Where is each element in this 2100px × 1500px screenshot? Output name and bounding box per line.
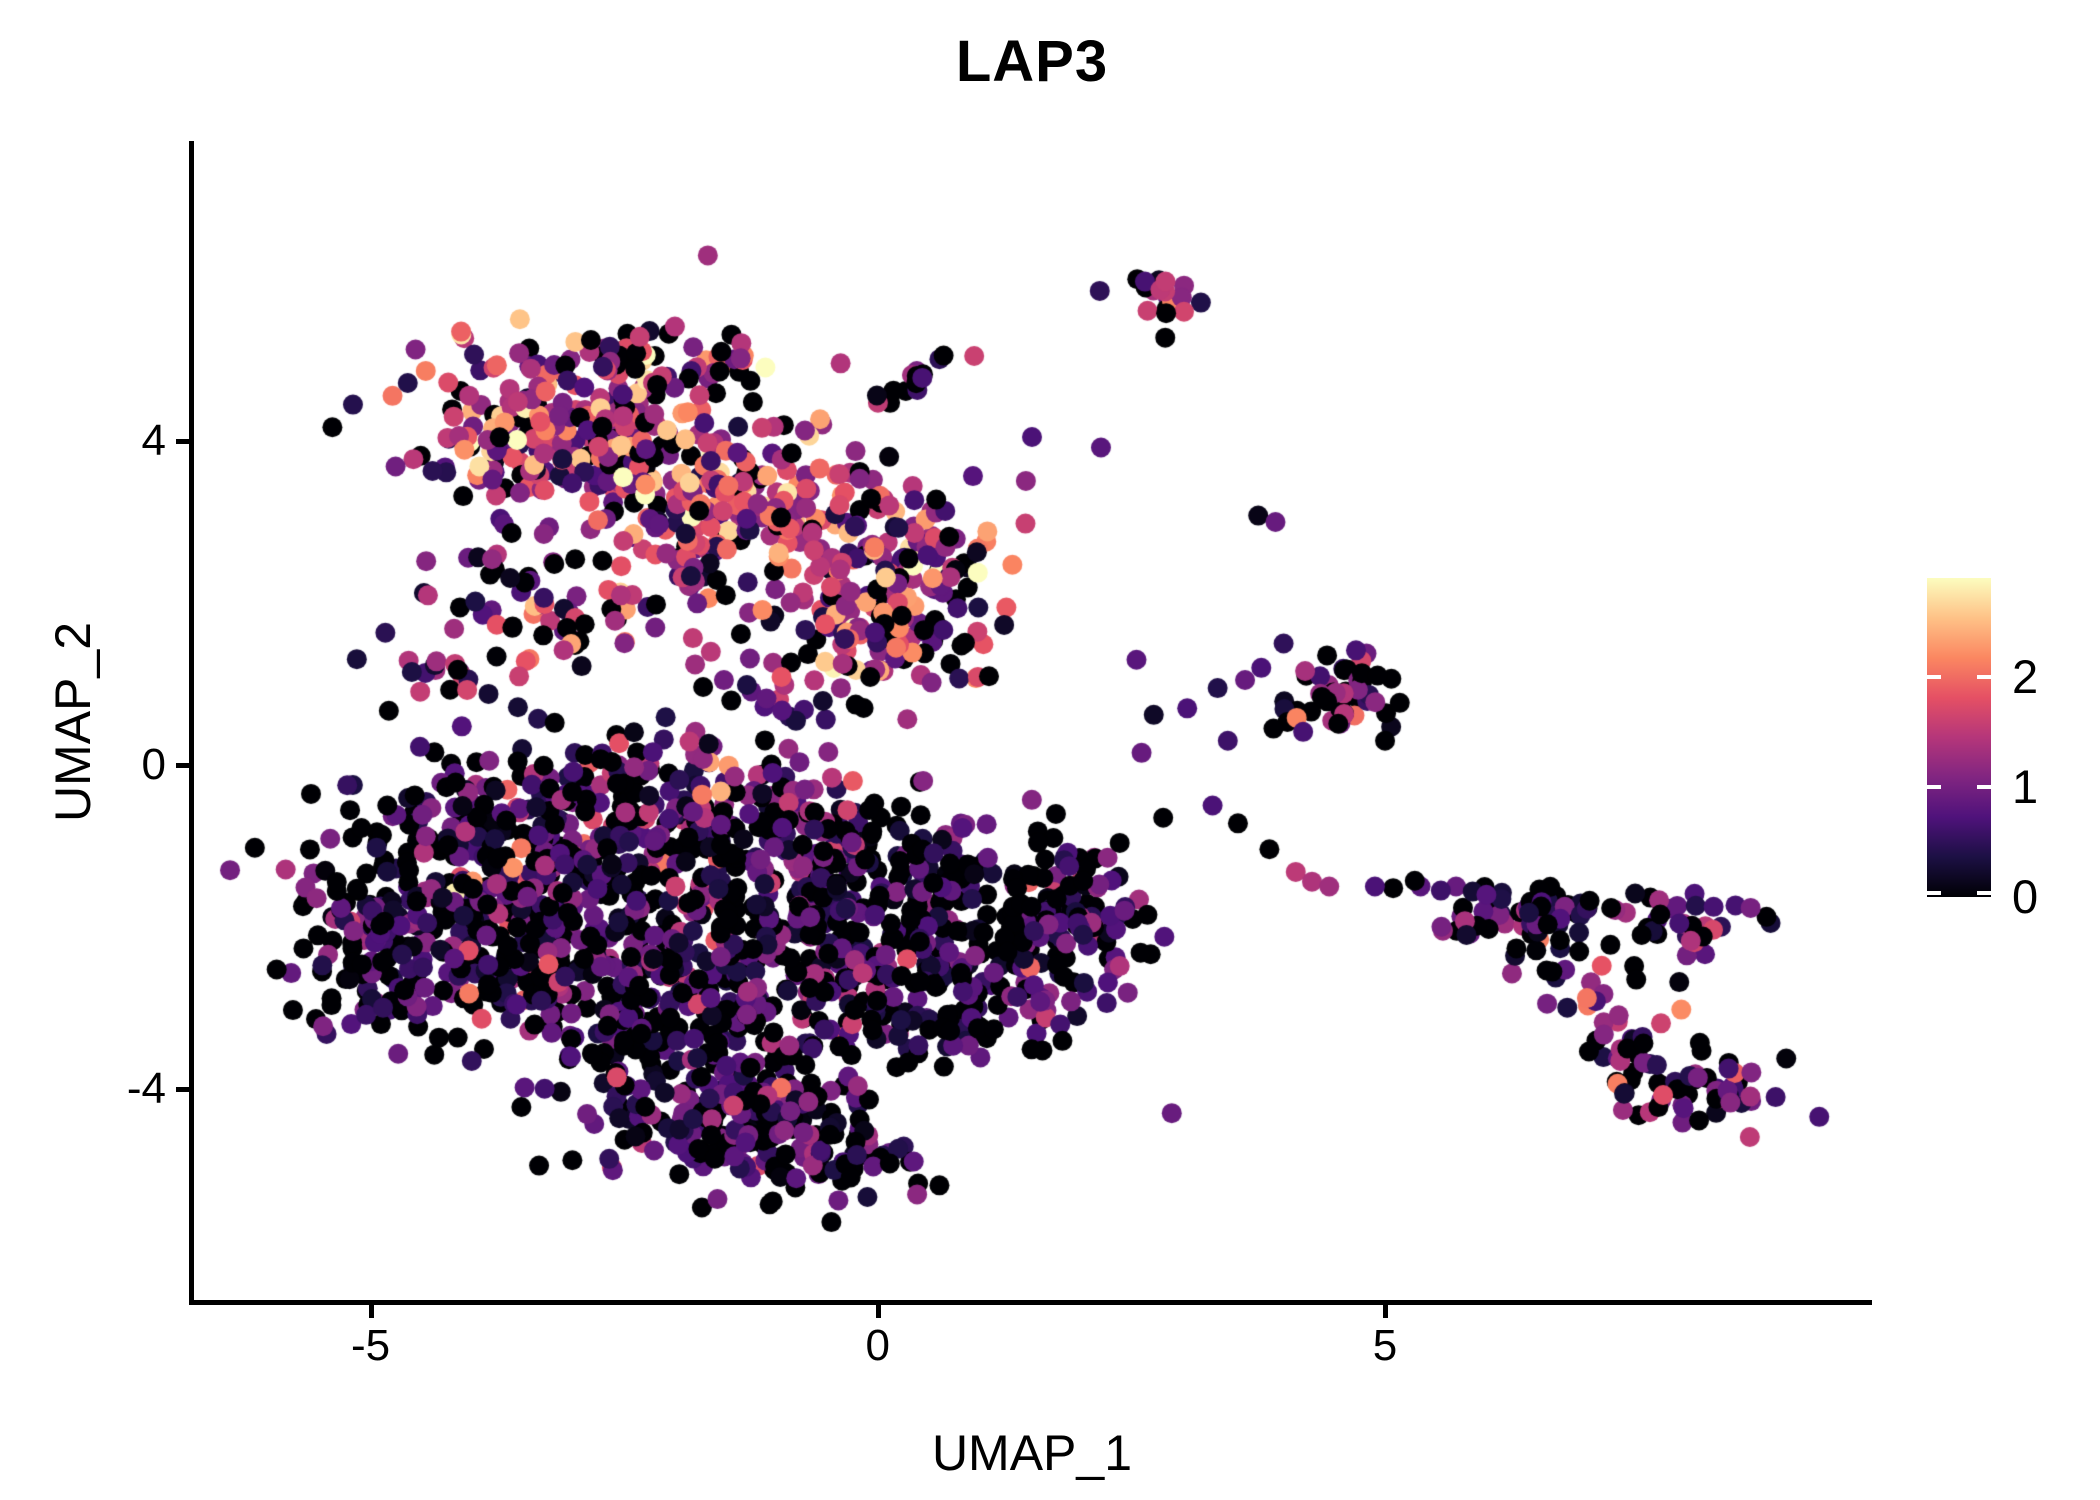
x-tick-mark [1383,1305,1389,1318]
y-axis-title: UMAP_2 [45,621,101,823]
colorbar-tick-mark [1977,785,1991,789]
x-tick-label: -5 [350,1321,391,1370]
colorbar-tick-mark [1977,891,1991,895]
x-tick-mark [875,1305,881,1318]
x-axis-line [189,1300,1872,1305]
x-axis-title: UMAP_1 [931,1425,1133,1481]
x-tick-mark [368,1305,374,1318]
y-tick-label: 4 [141,416,166,466]
colorbar-tick-label: 0 [2012,870,2039,923]
colorbar-tick-mark [1977,675,1991,679]
y-tick-label: -4 [126,1063,166,1113]
y-tick-mark [176,439,189,445]
y-tick-mark [176,763,189,769]
x-tick-label: 0 [865,1321,891,1370]
colorbar-tick-mark [1927,675,1941,679]
y-axis-line [189,141,194,1305]
y-tick-label: 0 [141,740,166,790]
colorbar-tick-mark [1927,891,1941,895]
colorbar-tick-mark [1927,785,1941,789]
x-tick-label: 5 [1372,1321,1398,1370]
colorbar-tick-label: 1 [2012,760,2039,813]
colorbar-tick-label: 2 [2012,650,2039,703]
plot-title: LAP3 [955,29,1109,94]
y-tick-mark [176,1086,189,1092]
expression-colorbar [1927,578,1991,897]
